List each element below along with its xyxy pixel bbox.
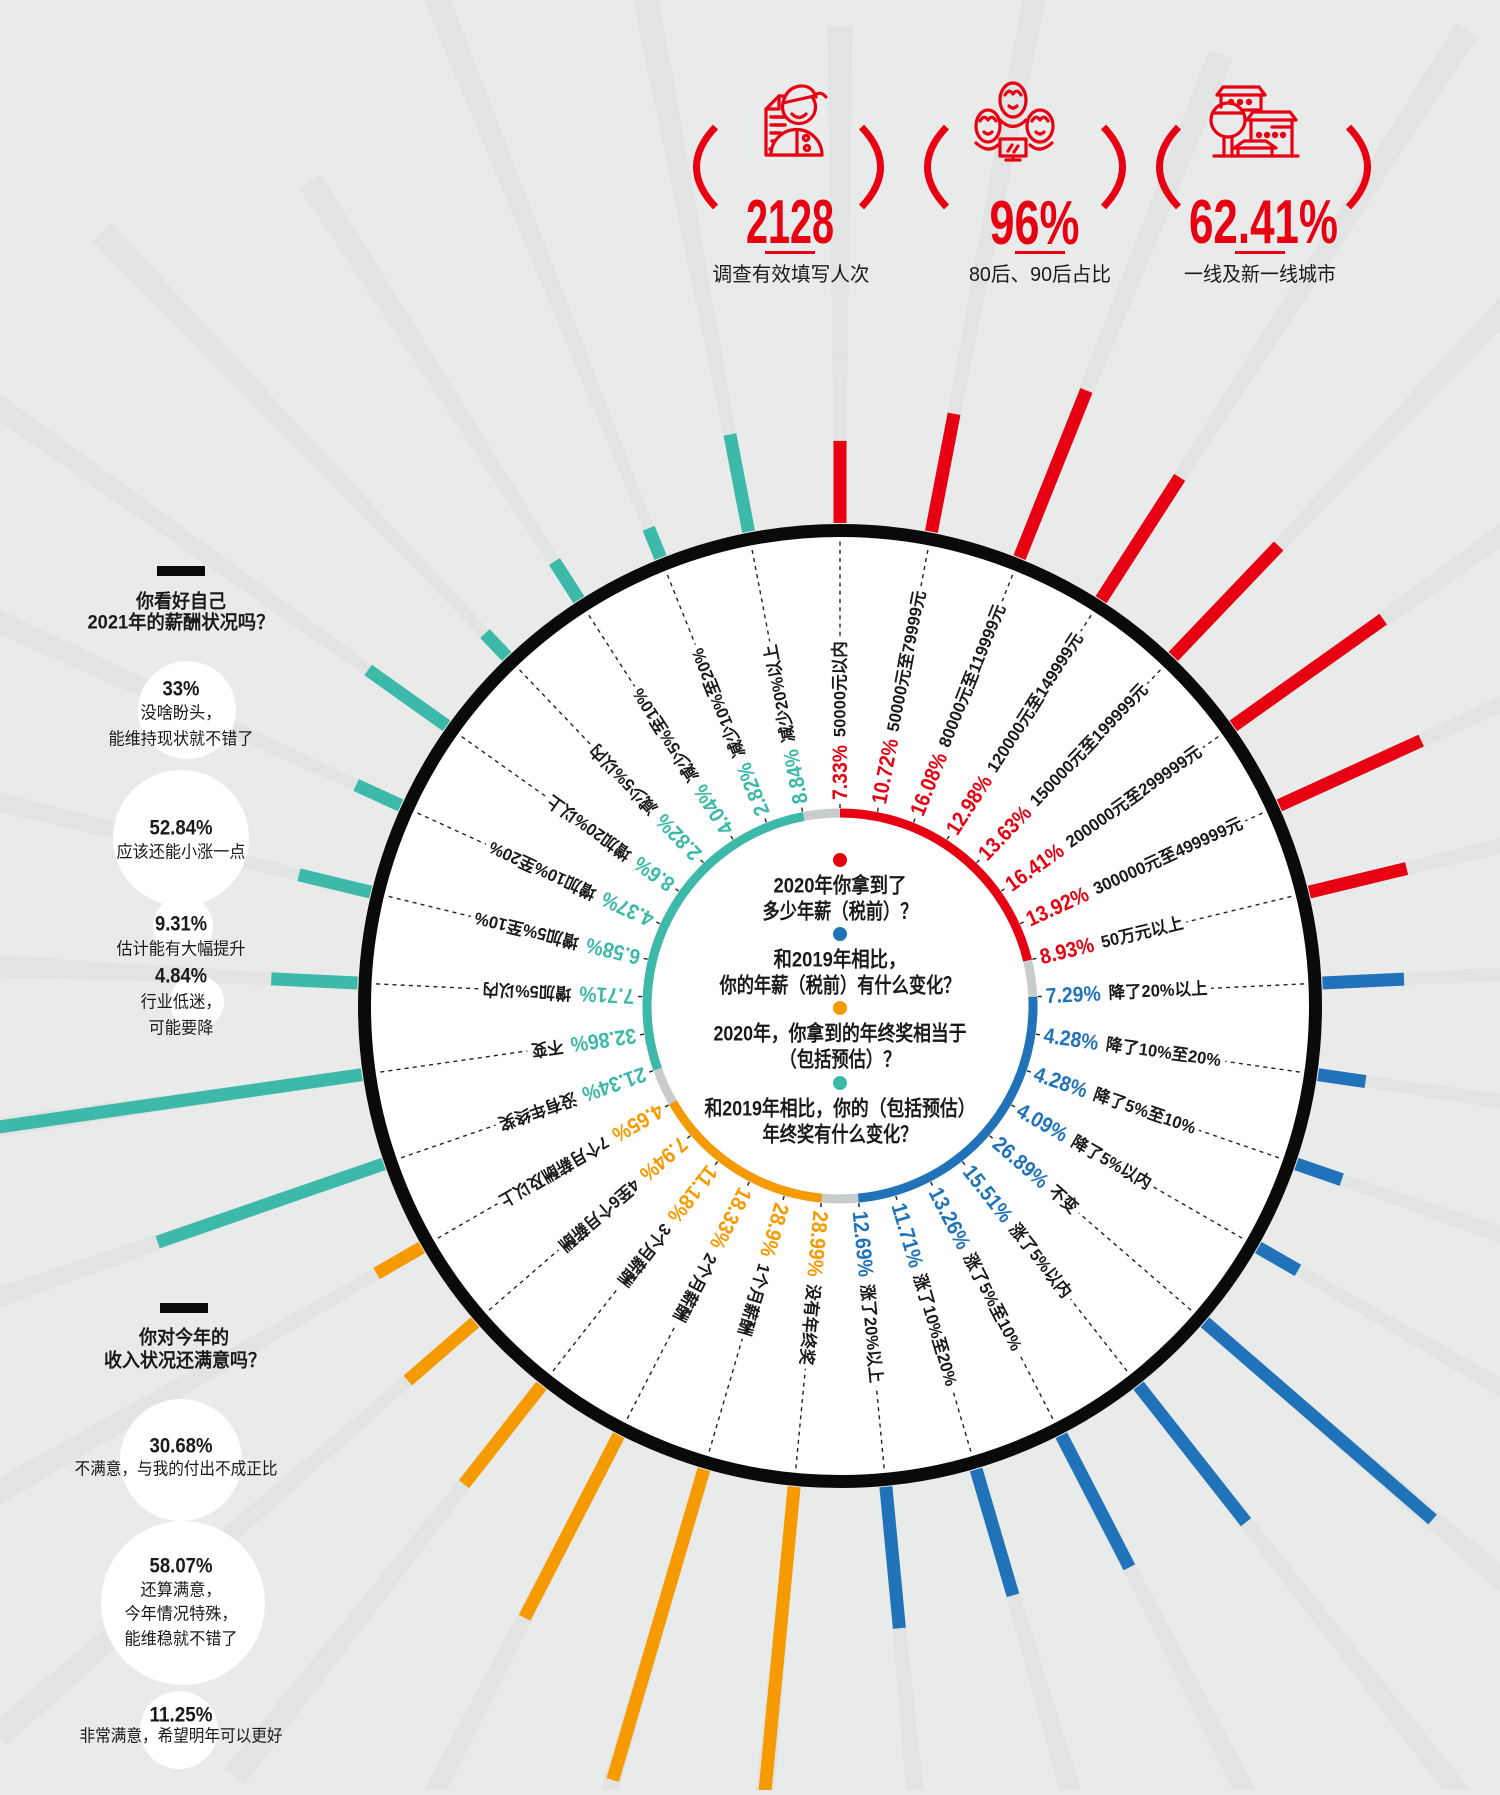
svg-text:2020年，你拿到的年终奖相当于: 2020年，你拿到的年终奖相当于: [714, 1022, 967, 1046]
svg-text:50000元以内: 50000元以内: [830, 641, 850, 737]
svg-text:收入状况还满意吗？: 收入状况还满意吗？: [104, 1349, 266, 1372]
svg-text:应该还能小涨一点: 应该还能小涨一点: [117, 843, 246, 862]
svg-text:没啥盼头，: 没啥盼头，: [141, 704, 222, 723]
svg-text:你的年薪（税前）有什么变化？: 你的年薪（税前）有什么变化？: [719, 974, 961, 998]
svg-text:9.31%: 9.31%: [155, 913, 207, 936]
svg-text:不满意，与我的付出不成正比: 不满意，与我的付出不成正比: [75, 1460, 278, 1479]
svg-text:96%: 96%: [990, 189, 1080, 258]
svg-text:你看好自己: 你看好自己: [135, 590, 226, 613]
svg-text:2128: 2128: [746, 188, 834, 257]
svg-text:能维持现状就不错了: 能维持现状就不错了: [109, 730, 254, 749]
svg-text:行业低迷，: 行业低迷，: [141, 993, 222, 1012]
svg-text:（包括预估）？: （包括预估）？: [780, 1048, 901, 1072]
svg-text:可能要降: 可能要降: [149, 1019, 214, 1038]
svg-text:你对今年的: 你对今年的: [138, 1326, 229, 1349]
svg-text:2020年你拿到了: 2020年你拿到了: [774, 874, 907, 898]
svg-text:11.25%: 11.25%: [150, 1704, 213, 1727]
svg-text:80后、90后占比: 80后、90后占比: [969, 263, 1111, 286]
svg-text:30.68%: 30.68%: [150, 1435, 213, 1458]
svg-text:62.41%: 62.41%: [1189, 188, 1338, 257]
svg-text:今年情况特殊，: 今年情况特殊，: [125, 1605, 238, 1624]
svg-text:和2019年相比，: 和2019年相比，: [774, 948, 907, 972]
svg-text:58.07%: 58.07%: [150, 1555, 213, 1578]
svg-text:4.84%: 4.84%: [155, 965, 207, 988]
svg-text:7.29%: 7.29%: [1045, 982, 1101, 1009]
svg-text:估计能有大幅提升: 估计能有大幅提升: [117, 940, 246, 959]
svg-text:能维稳就不错了: 能维稳就不错了: [125, 1630, 238, 1649]
svg-text:一线及新一线城市: 一线及新一线城市: [1184, 263, 1336, 286]
svg-text:33%: 33%: [163, 678, 200, 701]
svg-text:非常满意，希望明年可以更好: 非常满意，希望明年可以更好: [80, 1727, 283, 1746]
svg-text:和2019年相比，你的（包括预估）: 和2019年相比，你的（包括预估）: [705, 1097, 976, 1121]
svg-text:2021年的薪酬状况吗？: 2021年的薪酬状况吗？: [88, 611, 275, 634]
svg-text:多少年薪（税前）？: 多少年薪（税前）？: [763, 900, 918, 924]
svg-text:年终奖有什么变化？: 年终奖有什么变化？: [763, 1123, 918, 1147]
svg-text:增加5%以内: 增加5%以内: [482, 979, 572, 1003]
svg-text:7.33%: 7.33%: [828, 745, 852, 800]
svg-text:调查有效填写人次: 调查有效填写人次: [713, 263, 870, 286]
svg-text:7.71%: 7.71%: [579, 982, 635, 1009]
svg-text:52.84%: 52.84%: [150, 817, 213, 840]
svg-text:还算满意，: 还算满意，: [141, 1581, 222, 1600]
